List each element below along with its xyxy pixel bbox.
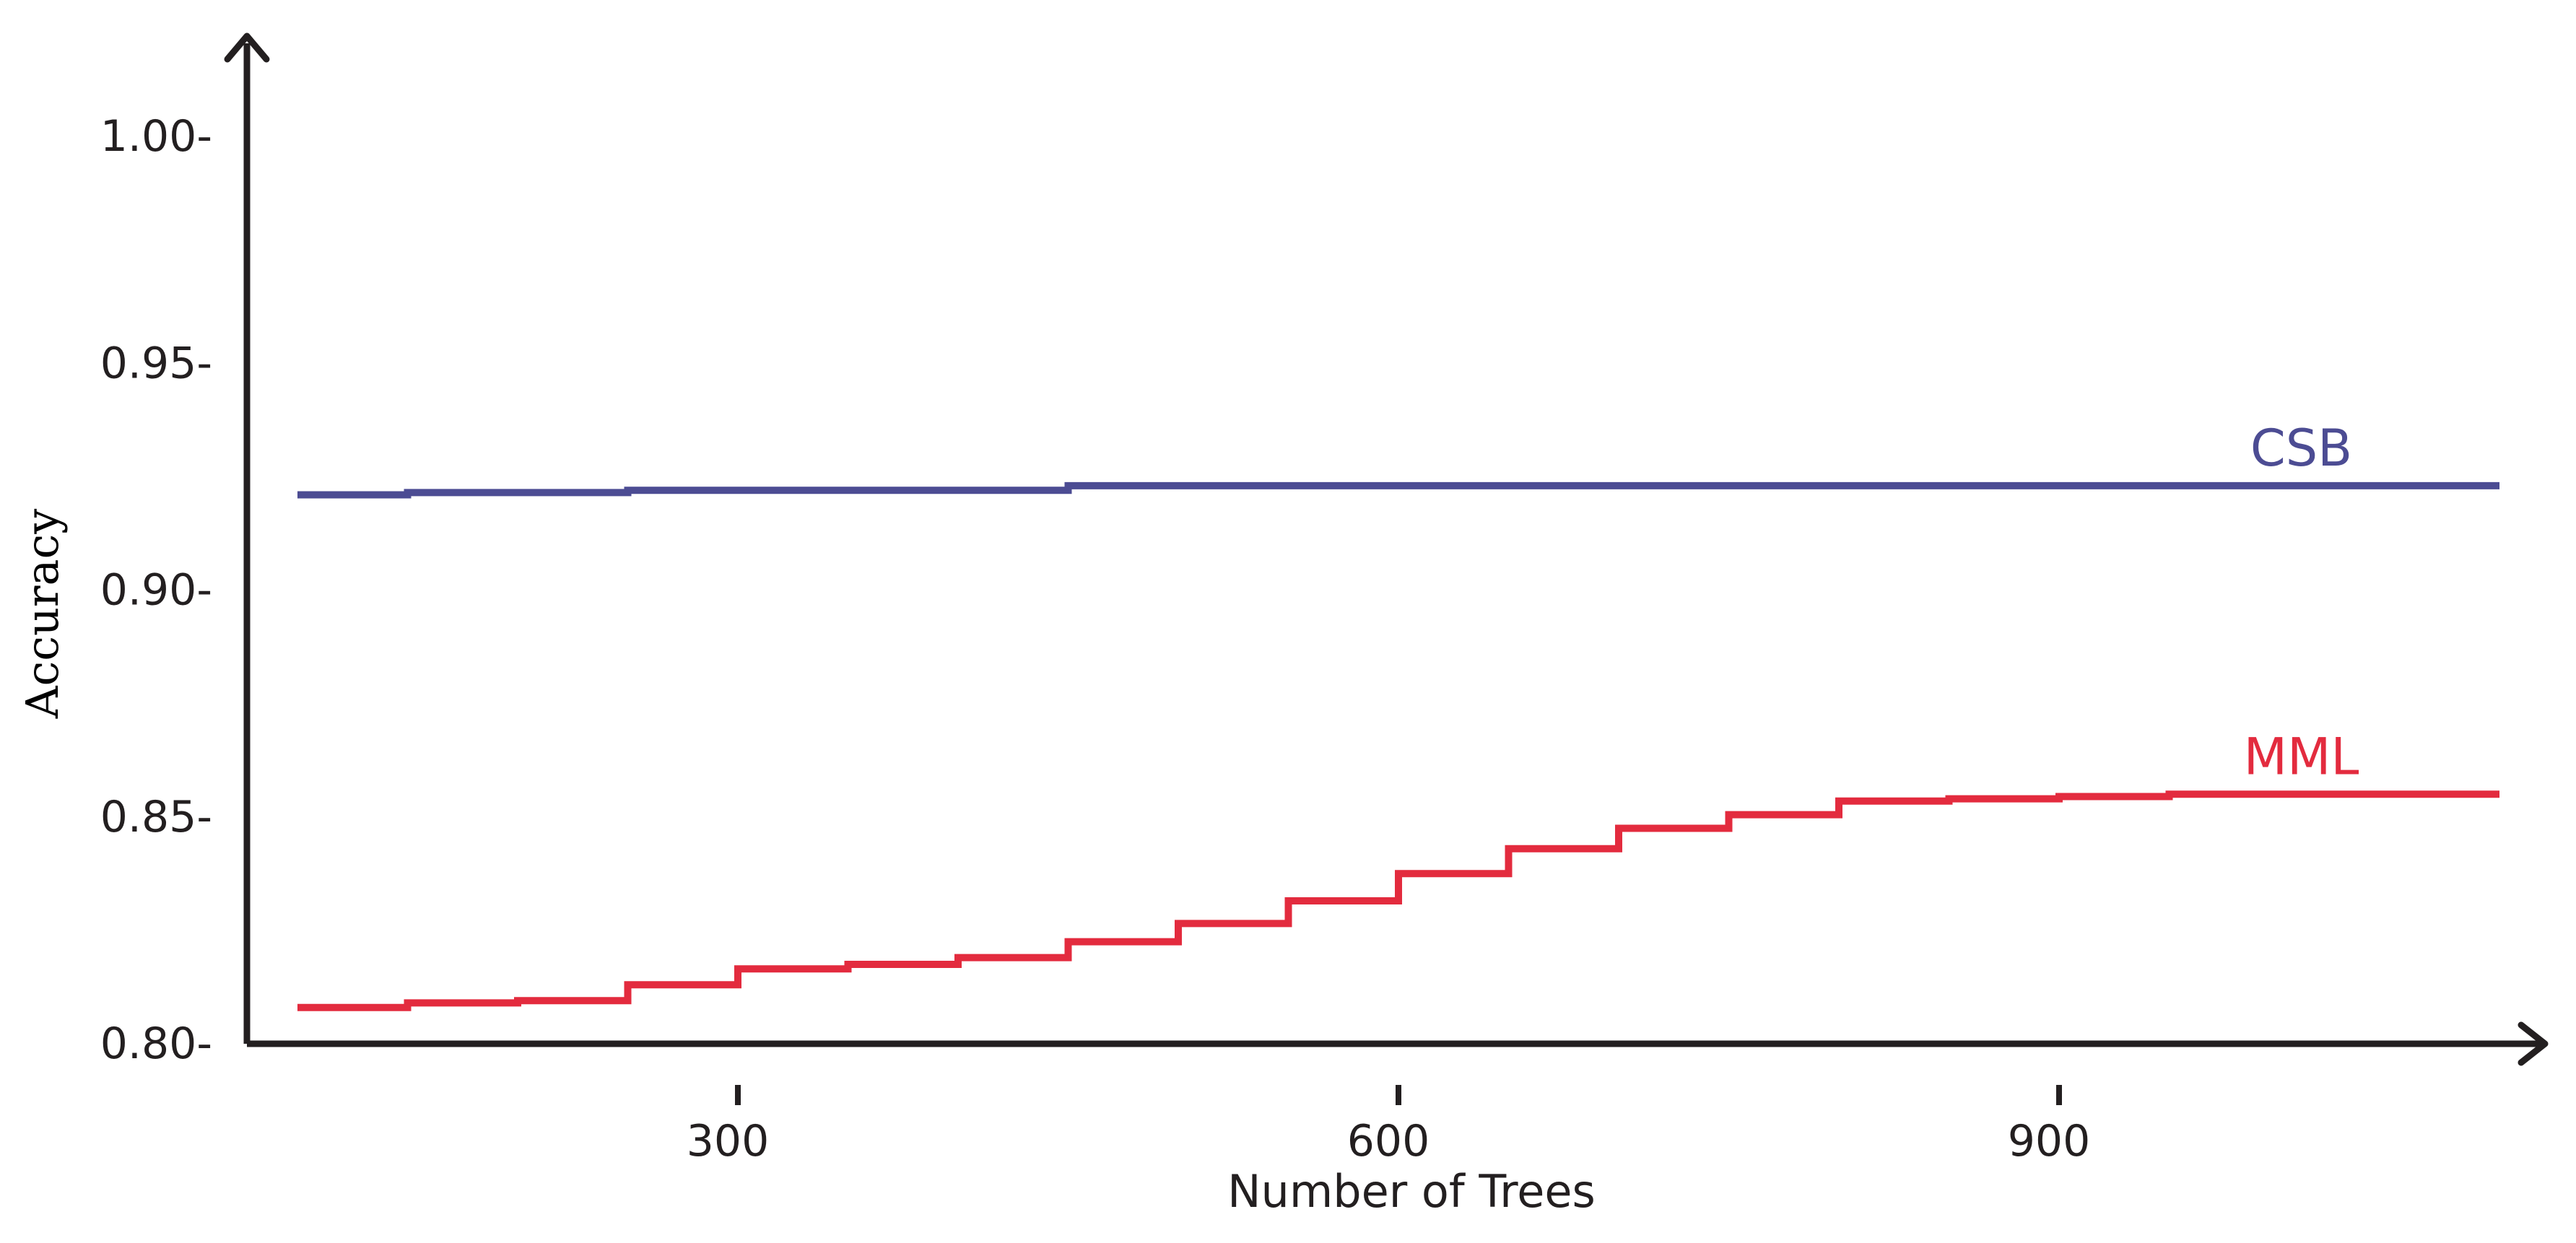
y-axis-label: Accuracy (16, 509, 69, 720)
y-tick-label: 0.90- (100, 565, 212, 616)
series-group: CSB MML (297, 419, 2499, 1011)
tick-group: 300 600 900 0.80- 0.85- 0.90- 0.95- 1.00- (100, 111, 2091, 1166)
y-tick-label: 1.00- (100, 111, 212, 162)
x-axis-label: Number of Trees (1227, 1165, 1596, 1218)
series-label-mml: MML (2244, 727, 2359, 786)
series-line-csb (297, 481, 2499, 499)
x-tick-label: 300 (687, 1116, 770, 1166)
x-tick-label: 600 (1347, 1116, 1430, 1166)
y-tick-label: 0.95- (100, 338, 212, 388)
series-line-mml (297, 790, 2499, 1011)
y-tick-label: 0.80- (100, 1019, 212, 1069)
x-tick-label: 900 (2008, 1116, 2091, 1166)
y-tick-label: 0.85- (100, 792, 212, 842)
x-axis-arrow-icon (2518, 1021, 2549, 1066)
axes (224, 32, 2549, 1066)
y-axis-arrow-icon (224, 32, 270, 63)
series-label-csb: CSB (2250, 419, 2352, 478)
